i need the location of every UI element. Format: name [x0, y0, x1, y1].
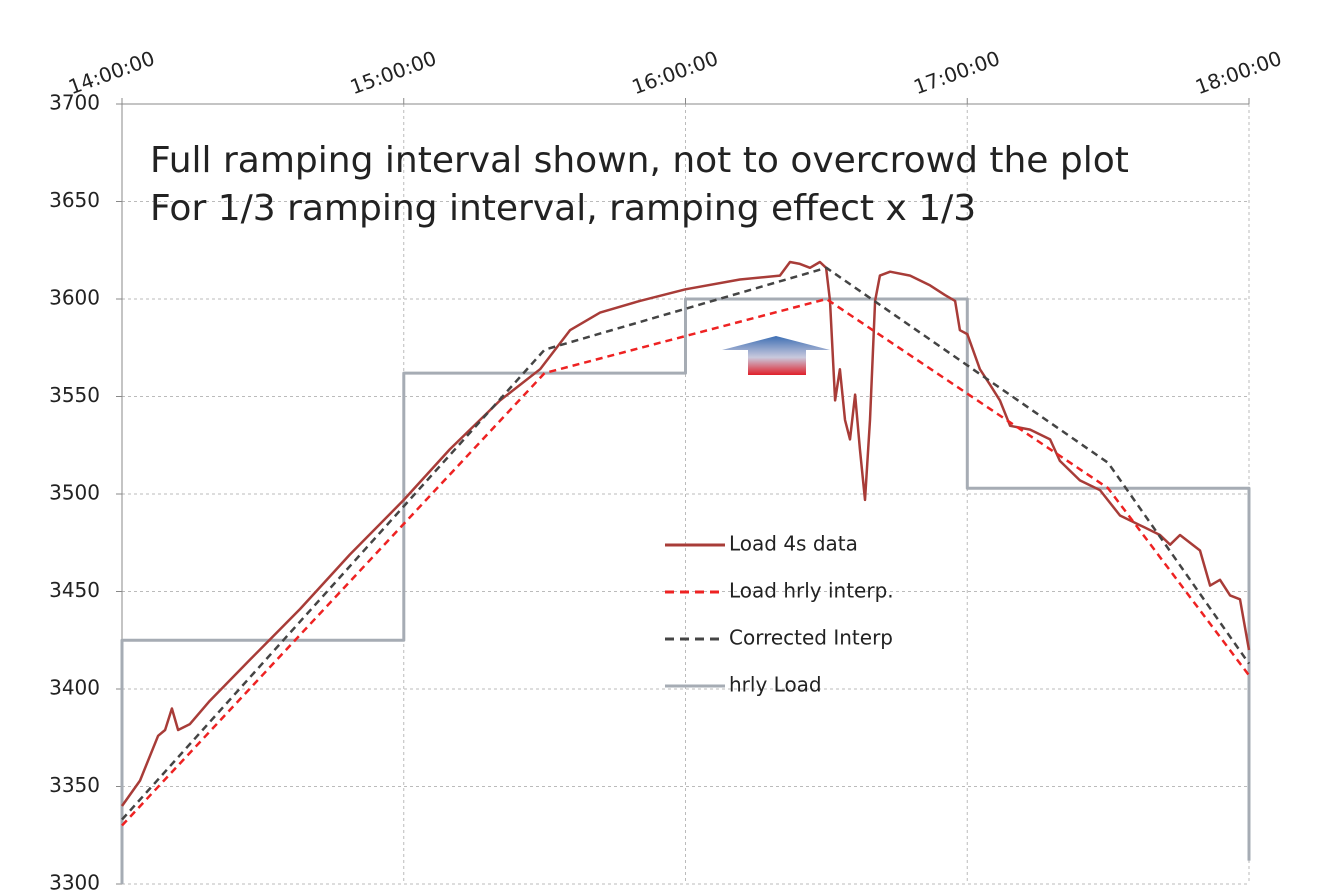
x-tick-label: 18:00:00 — [1192, 46, 1285, 99]
legend-label: Load 4s data — [729, 532, 858, 556]
lines — [120, 260, 1251, 884]
x-tick-label: 15:00:00 — [347, 46, 440, 99]
x-tick-label: 17:00:00 — [910, 46, 1003, 99]
y-tick-label: 3400 — [49, 676, 100, 700]
y-tick-label: 3500 — [49, 481, 100, 505]
series-line — [121, 297, 1250, 827]
annotation: For 1/3 ramping interval, ramping effect… — [150, 188, 976, 229]
legend-label: Corrected Interp — [729, 626, 893, 650]
ramp-arrow — [722, 336, 830, 375]
y-tick-label: 3600 — [49, 286, 100, 310]
legend: Load 4s data Load hrly interp. Corrected I… — [665, 532, 894, 697]
series-line — [120, 260, 1251, 807]
x-tick-label: 16:00:00 — [629, 46, 722, 99]
y-tick-label: 3300 — [49, 871, 100, 893]
y-tick-label: 3350 — [49, 773, 100, 797]
series-line — [121, 266, 1251, 821]
legend-label: hrly Load — [729, 673, 822, 697]
y-tick-label: 3450 — [49, 578, 100, 602]
y-tick-label: 3700 — [49, 91, 100, 115]
y-tick-label: 3550 — [49, 383, 100, 407]
y-tick-label: 3650 — [49, 188, 100, 212]
annotation: Full ramping interval shown, not to over… — [150, 140, 1129, 181]
legend-label: Load hrly interp. — [729, 579, 894, 603]
x-tick-label: 14:00:00 — [65, 46, 158, 99]
grid: 3300 3350 3400 3450 3500 3550 3600 3650 370014:0… — [49, 46, 1285, 893]
